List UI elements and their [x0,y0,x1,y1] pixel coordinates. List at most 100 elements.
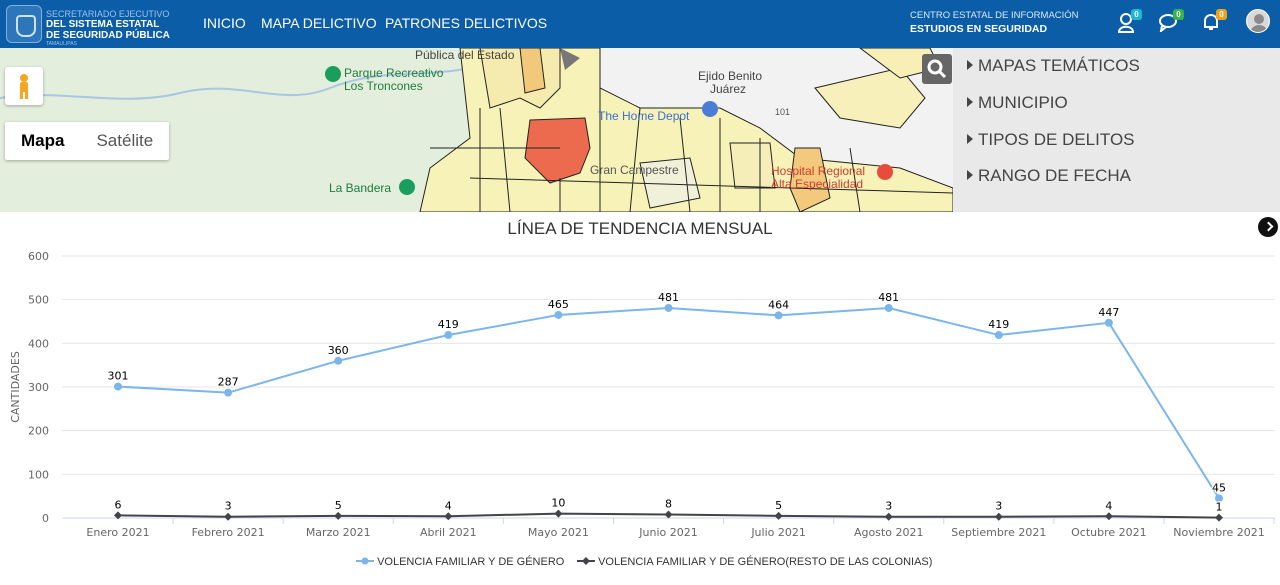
chat-badge: 0 [1173,9,1184,20]
data-label: 419 [988,318,1009,331]
y-tick-label: 0 [42,512,49,525]
x-tick-label: Agosto 2021 [854,526,924,539]
legend-marker-diamond-icon [577,557,595,565]
x-tick-label: Septiembre 2021 [951,526,1046,539]
x-tick-label: Febrero 2021 [192,526,265,539]
data-label: 45 [1212,481,1226,494]
map-label-homedepot: The Home Depot [598,109,690,123]
menu-municipio[interactable]: MUNICIPIO [967,93,1068,113]
data-point[interactable] [1104,512,1113,521]
data-point[interactable] [1215,494,1223,503]
data-label: 4 [1105,499,1112,512]
y-tick-label: 600 [28,250,49,263]
data-label: 3 [995,500,1002,513]
data-label: 301 [108,370,129,383]
data-label: 464 [768,298,789,311]
logo-line-3: DE SEGURIDAD PÚBLICA [46,30,170,41]
data-point[interactable] [224,388,233,397]
logo-line-4: TAMAULIPAS [46,41,77,47]
map-label-ejido: Ejido Benito [698,69,763,83]
x-tick-label: Enero 2021 [86,526,149,539]
map-label-route: 101 [775,107,791,117]
nav-patrones-delictivos[interactable]: PATRONES DELICTIVOS [385,15,548,31]
logo-line-2: DEL SISTEMA ESTATAL [46,19,160,30]
x-tick-label: Junio 2021 [638,526,697,539]
nav-mapa-delictivo[interactable]: MAPA DELICTIVO [261,15,377,31]
x-tick-label: Julio 2021 [750,526,806,539]
y-tick-label: 300 [28,381,49,394]
pegman-icon [20,74,28,99]
bell-icon[interactable]: 0 [1201,9,1227,34]
street-view-pegman[interactable] [5,67,43,105]
data-point[interactable] [334,511,343,520]
nav-inicio[interactable]: INICIO [203,15,246,31]
data-point[interactable] [554,509,563,518]
legend-label-series-2: VOLENCIA FAMILIAR Y DE GÉNERO(RESTO DE L… [598,556,933,568]
user-badge: 0 [1131,9,1142,20]
search-icon [927,59,947,79]
data-point[interactable] [664,303,673,312]
map-label-juarez: Juárez [710,82,747,96]
map-type-satelite[interactable]: Satélite [96,131,154,150]
map-label-hospital: Hospital Regional [771,164,866,178]
logo-line-1: SECRETARIADO EJECUTIVO [46,9,170,19]
y-tick-label: 200 [28,425,49,438]
series-line-1 [117,306,1220,499]
menu-tipos-de-delitos[interactable]: TIPOS DE DELITOS [967,130,1135,150]
data-point[interactable] [664,510,673,519]
data-point[interactable] [884,303,893,312]
map-canvas [0,48,953,212]
data-point[interactable] [334,356,343,365]
data-point[interactable] [774,511,783,520]
menu-mapas-tematicos[interactable]: MAPAS TEMÁTICOS [967,56,1140,76]
data-label: 5 [775,499,782,512]
data-point[interactable] [114,382,122,391]
data-point[interactable] [114,511,122,520]
data-label: 6 [115,498,122,511]
data-point[interactable] [444,512,453,521]
bell-badge: 0 [1216,9,1227,20]
filter-side-panel: MAPAS TEMÁTICOS MUNICIPIO TIPOS DE DELIT… [953,48,1280,212]
map-label-hospital-2: Alta Especialidad [771,177,864,191]
center-info: CENTRO ESTATAL DE INFORMACIÓN ESTUDIOS E… [910,10,1079,35]
legend-item-series-2[interactable]: VOLENCIA FAMILIAR Y DE GÉNERO(RESTO DE L… [577,556,932,568]
data-label: 8 [665,498,672,511]
data-label: 3 [885,500,892,513]
data-label: 419 [438,318,459,331]
y-tick-label: 500 [28,294,49,307]
map-search-button[interactable] [922,54,952,84]
y-tick-label: 400 [28,337,49,350]
chart-title: LÍNEA DE TENDENCIA MENSUAL [507,219,773,238]
map-view[interactable]: Parque Recreativo Los Troncones La Bande… [0,48,953,212]
x-tick-label: Mayo 2021 [528,526,589,539]
center-info-line-1: CENTRO ESTATAL DE INFORMACIÓN [910,10,1079,21]
data-point[interactable] [224,512,233,521]
menu-rango-de-fecha[interactable]: RANGO DE FECHA [967,166,1131,186]
line-chart: 0 100 200 300 400 500 600 CANTIDADES Enero 2021 F… [9,250,1275,539]
data-point[interactable] [1104,318,1113,327]
data-label: 447 [1098,306,1119,319]
data-point[interactable] [1215,513,1223,522]
map-type-mapa[interactable]: Mapa [21,131,65,150]
data-point[interactable] [884,512,893,521]
map-label-park-2: Los Troncones [344,79,423,93]
data-point[interactable] [554,310,563,319]
map-label-publica: Pública del Estado [415,48,515,62]
x-tick-label: Abril 2021 [420,526,477,539]
data-point[interactable] [994,331,1003,340]
chat-icon[interactable]: 0 [1158,9,1184,34]
next-arrow-icon[interactable] [1258,217,1278,237]
center-info-line-2: ESTUDIOS EN SEGURIDAD [910,23,1048,35]
x-tick-label: Octubre 2021 [1071,526,1147,539]
map-label-bandera: La Bandera [329,181,392,195]
user-icon[interactable]: 0 [1116,9,1142,34]
data-label: 360 [328,344,349,357]
data-point[interactable] [994,512,1003,521]
legend-item-series-1[interactable]: VOLENCIA FAMILIAR Y DE GÉNERO [356,556,564,568]
avatar[interactable] [1246,9,1270,33]
map-label-campestre: Gran Campestre [590,163,679,177]
map-type-control: Mapa Satélite [5,122,170,160]
data-point[interactable] [774,311,783,320]
agency-logo[interactable]: SECRETARIADO EJECUTIVO DEL SISTEMA ESTAT… [6,5,174,47]
data-point[interactable] [444,331,453,340]
